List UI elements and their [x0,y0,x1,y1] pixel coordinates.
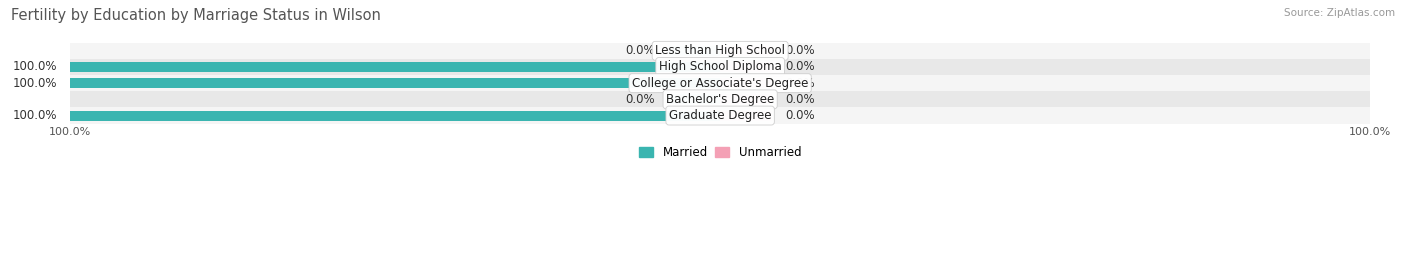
Bar [720,78,772,88]
Bar [70,75,1369,91]
Bar [720,62,772,72]
Bar [70,43,1369,59]
Bar [720,46,772,56]
Text: College or Associate's Degree: College or Associate's Degree [631,77,808,90]
Text: High School Diploma: High School Diploma [659,61,782,73]
Bar [720,111,772,121]
Bar [668,46,720,56]
Bar [70,91,1369,107]
Text: Graduate Degree: Graduate Degree [669,109,772,122]
Text: 100.0%: 100.0% [13,61,58,73]
Text: 100.0%: 100.0% [13,77,58,90]
Bar [70,111,720,121]
Bar [70,78,720,88]
Text: Less than High School: Less than High School [655,44,785,57]
Text: 0.0%: 0.0% [785,44,814,57]
Legend: Married, Unmarried: Married, Unmarried [634,141,806,164]
Text: 0.0%: 0.0% [785,93,814,106]
Text: 0.0%: 0.0% [785,77,814,90]
Bar [720,94,772,104]
Bar [70,62,720,72]
Text: 0.0%: 0.0% [626,44,655,57]
Text: Fertility by Education by Marriage Status in Wilson: Fertility by Education by Marriage Statu… [11,8,381,23]
Text: 100.0%: 100.0% [13,109,58,122]
Bar [668,94,720,104]
Text: Source: ZipAtlas.com: Source: ZipAtlas.com [1284,8,1395,18]
Bar [70,59,1369,75]
Text: Bachelor's Degree: Bachelor's Degree [666,93,775,106]
Text: 0.0%: 0.0% [626,93,655,106]
Text: 0.0%: 0.0% [785,109,814,122]
Text: 0.0%: 0.0% [785,61,814,73]
Bar [70,107,1369,124]
